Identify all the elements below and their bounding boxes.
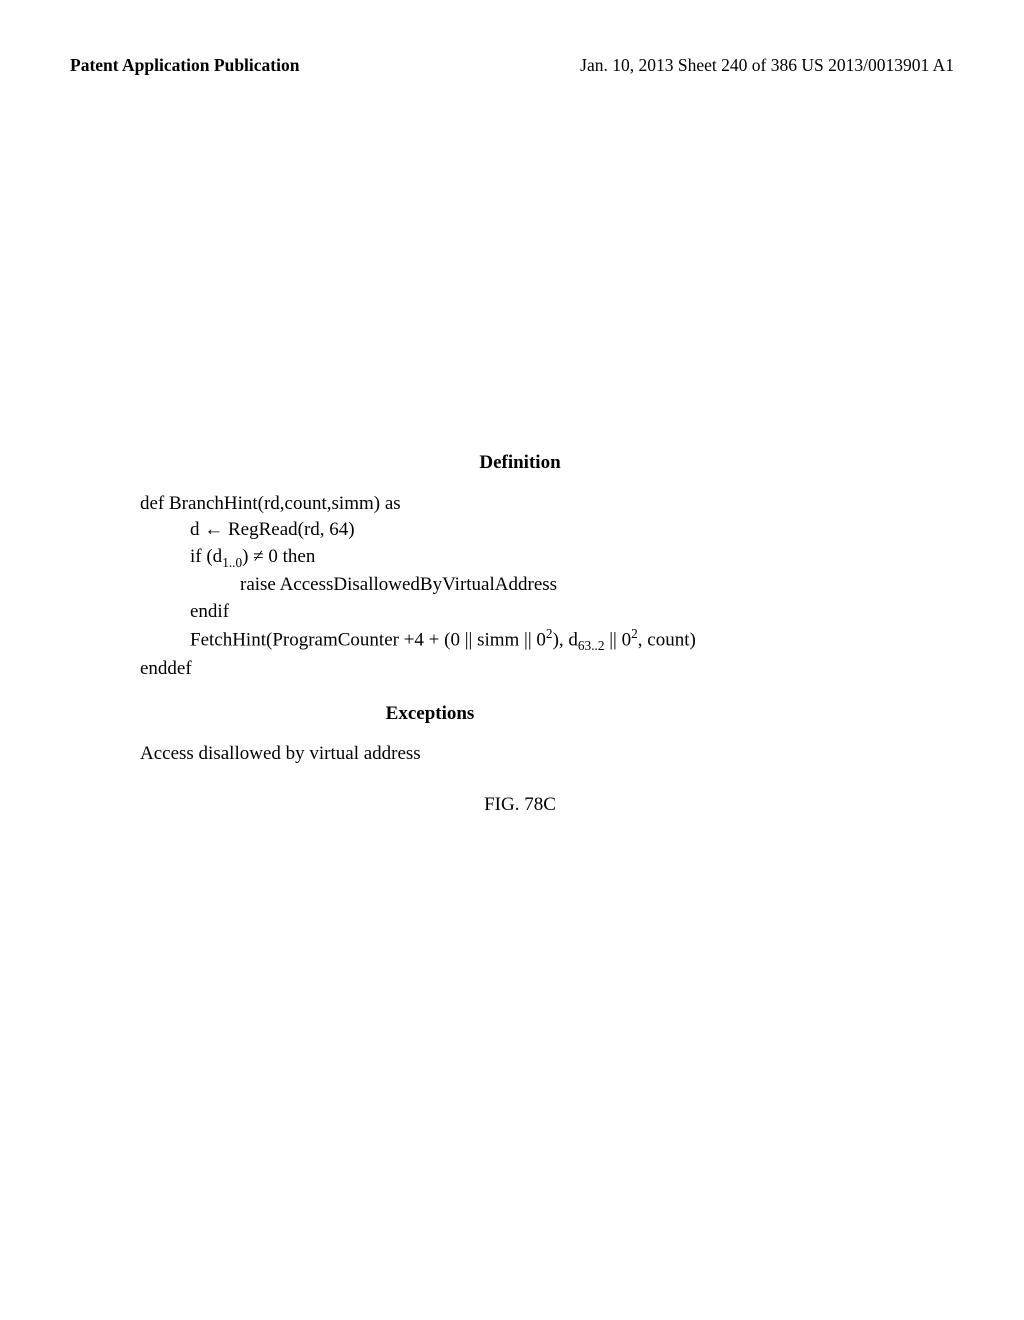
definition-code: def BranchHint(rd,count,simm) as d ← Reg… [140,491,900,683]
figure-label: FIG. 78C [140,792,900,819]
exception-text: Access disallowed by virtual address [140,741,900,768]
code-text: , count) [638,630,696,651]
code-text: if (d [190,546,222,567]
header-publication-label: Patent Application Publication [70,55,299,76]
code-text: FetchHint(ProgramCounter +4 + (0 || simm… [190,630,546,651]
code-text: ) ≠ 0 then [242,546,315,567]
subscript: 1..0 [222,555,242,570]
page-header: Patent Application Publication Jan. 10, … [0,55,1024,76]
page-content: Definition def BranchHint(rd,count,simm)… [140,450,900,818]
superscript: 2 [631,626,638,641]
code-line: enddef [140,656,900,683]
code-line: if (d1..0) ≠ 0 then [140,544,900,572]
superscript: 2 [546,626,553,641]
code-line: def BranchHint(rd,count,simm) as [140,491,900,518]
code-line: d ← RegRead(rd, 64) [140,517,900,544]
definition-heading: Definition [140,450,900,477]
code-line: endif [140,599,900,626]
code-text: ), d [553,630,578,651]
exceptions-heading: Exceptions [140,701,900,728]
header-meta: Jan. 10, 2013 Sheet 240 of 386 US 2013/0… [580,55,954,76]
subscript: 63..2 [578,639,605,654]
code-line: raise AccessDisallowedByVirtualAddress [140,572,900,599]
code-text: || 0 [605,630,632,651]
code-line: FetchHint(ProgramCounter +4 + (0 || simm… [140,625,900,656]
